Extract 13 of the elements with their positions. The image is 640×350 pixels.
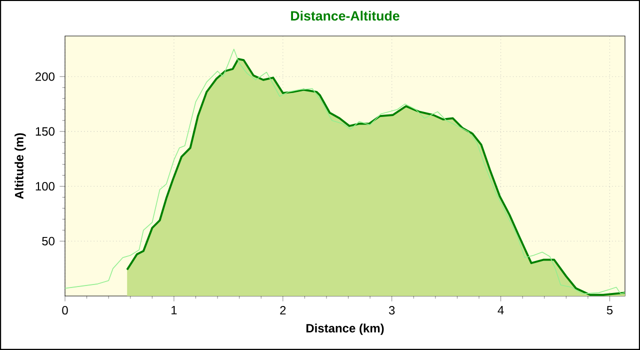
y-tick-label: 200 [36,72,54,81]
x-tick-label: 1 [172,306,177,314]
y-axis-title: Altitude (m) [14,133,26,200]
x-tick-label: 5 [606,306,613,314]
x-axis-title: Distance (km) [306,324,384,335]
y-tick-label: 50 [42,236,54,246]
x-tick-label: 4 [498,306,504,314]
x-tick-label: 0 [62,306,68,315]
y-tick-label: 150 [36,127,54,136]
x-tick-label: 3 [388,306,395,315]
y-tick-label: 100 [36,182,54,191]
x-tick-label: 2 [280,306,286,314]
chart-title: Distance-Altitude [291,10,400,21]
